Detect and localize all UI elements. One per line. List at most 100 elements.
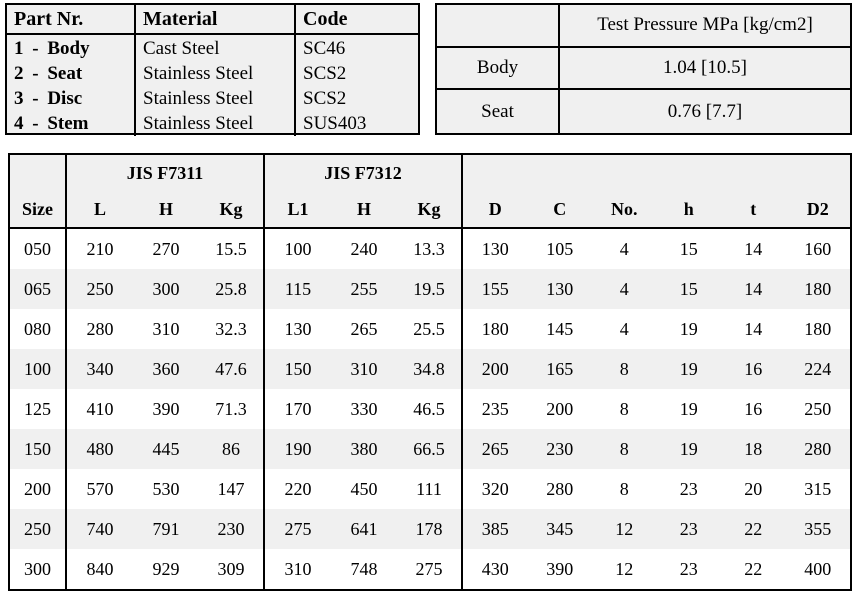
data-cell: 16 — [744, 398, 763, 419]
data-cell: 13.3 — [397, 229, 463, 269]
data-cell: 19.5 — [397, 269, 463, 309]
data-cell: 929 — [152, 558, 180, 579]
data-cell: 641 — [350, 518, 378, 539]
table-row: 300 840 929 309 310 748 275 430 390 12 2… — [10, 549, 850, 589]
table-row: 250 740 791 230 275 641 178 385 345 12 2… — [10, 509, 850, 549]
data-cell: 19 — [679, 318, 698, 339]
data-cell: 345 — [546, 518, 574, 539]
column-header-row: Size L H Kg L1 H Kg D C No. h t D2 — [10, 191, 850, 227]
data-cell: 280 — [546, 478, 574, 499]
data-cell: 740 — [86, 518, 114, 539]
column-header-d2: D2 — [806, 198, 829, 219]
material-cell: Stainless Steel — [143, 113, 254, 134]
material-cell: Cast Steel — [143, 38, 220, 59]
data-cell: 265 — [481, 438, 509, 459]
data-cell: 310 — [350, 358, 378, 379]
size-cell: 200 — [10, 469, 67, 509]
column-header-hole: h — [683, 198, 694, 219]
data-cell: 15.5 — [199, 229, 265, 269]
data-cell: 840 — [86, 558, 114, 579]
data-cell: 4 — [619, 238, 629, 259]
data-cell: 355 — [804, 518, 832, 539]
pressure-header-spacer — [437, 5, 560, 48]
data-cell: 224 — [804, 358, 832, 379]
data-cell: 250 — [804, 398, 832, 419]
data-cell: 180 — [804, 318, 832, 339]
data-cell: 115 — [284, 278, 312, 299]
column-header-size: Size — [10, 191, 67, 227]
material-cell: Stainless Steel — [143, 63, 254, 84]
data-cell: 748 — [350, 558, 378, 579]
size-cell: 250 — [10, 509, 67, 549]
data-cell: 25.5 — [397, 309, 463, 349]
size-cell: 100 — [10, 349, 67, 389]
column-header-h: H — [158, 198, 173, 219]
data-cell: 8 — [619, 398, 629, 419]
parts-column-part: 1 - Body 2 - Seat 3 - Disc 4 - Stem — [7, 35, 136, 136]
data-cell: 180 — [481, 318, 509, 339]
material-cell: Stainless Steel — [143, 88, 254, 109]
data-cell: 190 — [284, 438, 312, 459]
data-cell: 145 — [546, 318, 574, 339]
code-cell: SCS2 — [303, 63, 347, 84]
data-cell: 105 — [546, 238, 574, 259]
data-cell: 255 — [350, 278, 378, 299]
table-row: 125 410 390 71.3 170 330 46.5 235 200 8 … — [10, 389, 850, 429]
data-cell: 47.6 — [199, 349, 265, 389]
data-cell: 19 — [679, 438, 698, 459]
parts-table: Part Nr. Material Code 1 - Body 2 - Seat… — [5, 3, 420, 136]
data-cell: 210 — [86, 238, 114, 259]
data-cell: 445 — [152, 438, 180, 459]
data-cell: 14 — [744, 278, 763, 299]
data-cell: 791 — [152, 518, 180, 539]
table-row: 150 480 445 86 190 380 66.5 265 230 8 19… — [10, 429, 850, 469]
group-header-jis-f7311: JIS F7311 — [67, 155, 265, 191]
part-cell: 1 - Body — [14, 38, 90, 59]
dimensions-table: JIS F7311 JIS F7312 Size L H Kg L1 H Kg … — [8, 153, 852, 591]
parts-column-header-part: Part Nr. — [7, 5, 136, 35]
data-cell: 570 — [86, 478, 114, 499]
data-cell: 380 — [350, 438, 378, 459]
size-cell: 065 — [10, 269, 67, 309]
column-header-l1: L1 — [287, 198, 309, 219]
data-cell: 330 — [350, 398, 378, 419]
part-cell: 2 - Seat — [14, 63, 83, 84]
data-cell: 23 — [679, 478, 698, 499]
data-cell: 340 — [86, 358, 114, 379]
data-cell: 320 — [481, 478, 509, 499]
dimensions-table-header: JIS F7311 JIS F7312 Size L H Kg L1 H Kg … — [10, 155, 850, 229]
column-header-no: No. — [611, 198, 638, 219]
data-cell: 15 — [679, 238, 698, 259]
size-cell: 150 — [10, 429, 67, 469]
data-cell: 220 — [284, 478, 312, 499]
data-cell: 390 — [152, 398, 180, 419]
column-header-kg2: Kg — [397, 191, 463, 227]
data-cell: 12 — [615, 558, 634, 579]
part-cell: 3 - Disc — [14, 88, 83, 109]
data-cell: 130 — [284, 318, 312, 339]
data-cell: 390 — [546, 558, 574, 579]
data-cell: 309 — [199, 549, 265, 589]
data-cell: 270 — [152, 238, 180, 259]
data-cell: 71.3 — [199, 389, 265, 429]
data-cell: 280 — [86, 318, 114, 339]
table-row: 100 340 360 47.6 150 310 34.8 200 165 8 … — [10, 349, 850, 389]
table-row: 080 280 310 32.3 130 265 25.5 180 145 4 … — [10, 309, 850, 349]
data-cell: 8 — [619, 358, 629, 379]
size-cell: 300 — [10, 549, 67, 589]
parts-column-material: Cast Steel Stainless Steel Stainless Ste… — [136, 35, 296, 136]
table-row: 050 210 270 15.5 100 240 13.3 130 105 4 … — [10, 229, 850, 269]
data-cell: 310 — [152, 318, 180, 339]
data-cell: 150 — [284, 358, 312, 379]
data-cell: 178 — [397, 509, 463, 549]
data-cell: 240 — [350, 238, 378, 259]
data-cell: 15 — [679, 278, 698, 299]
data-cell: 8 — [619, 438, 629, 459]
data-cell: 66.5 — [397, 429, 463, 469]
part-cell: 4 - Stem — [14, 113, 89, 134]
pressure-header: Test Pressure MPa [kg/cm2] — [560, 5, 850, 48]
column-header-t: t — [750, 198, 757, 219]
size-cell: 050 — [10, 229, 67, 269]
data-cell: 180 — [804, 278, 832, 299]
data-cell: 12 — [615, 518, 634, 539]
